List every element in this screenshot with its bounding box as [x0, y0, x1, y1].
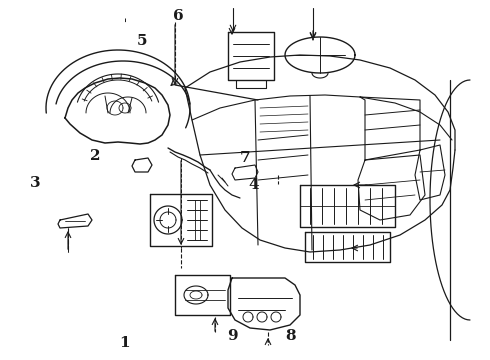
Text: 2: 2 [90, 149, 100, 163]
Text: 8: 8 [286, 329, 296, 343]
Text: 4: 4 [249, 178, 259, 192]
Text: 3: 3 [30, 176, 40, 190]
Text: 1: 1 [119, 336, 129, 350]
Text: 9: 9 [227, 329, 237, 343]
Text: 6: 6 [172, 9, 183, 23]
Text: 5: 5 [137, 34, 147, 48]
Text: 7: 7 [240, 151, 250, 165]
